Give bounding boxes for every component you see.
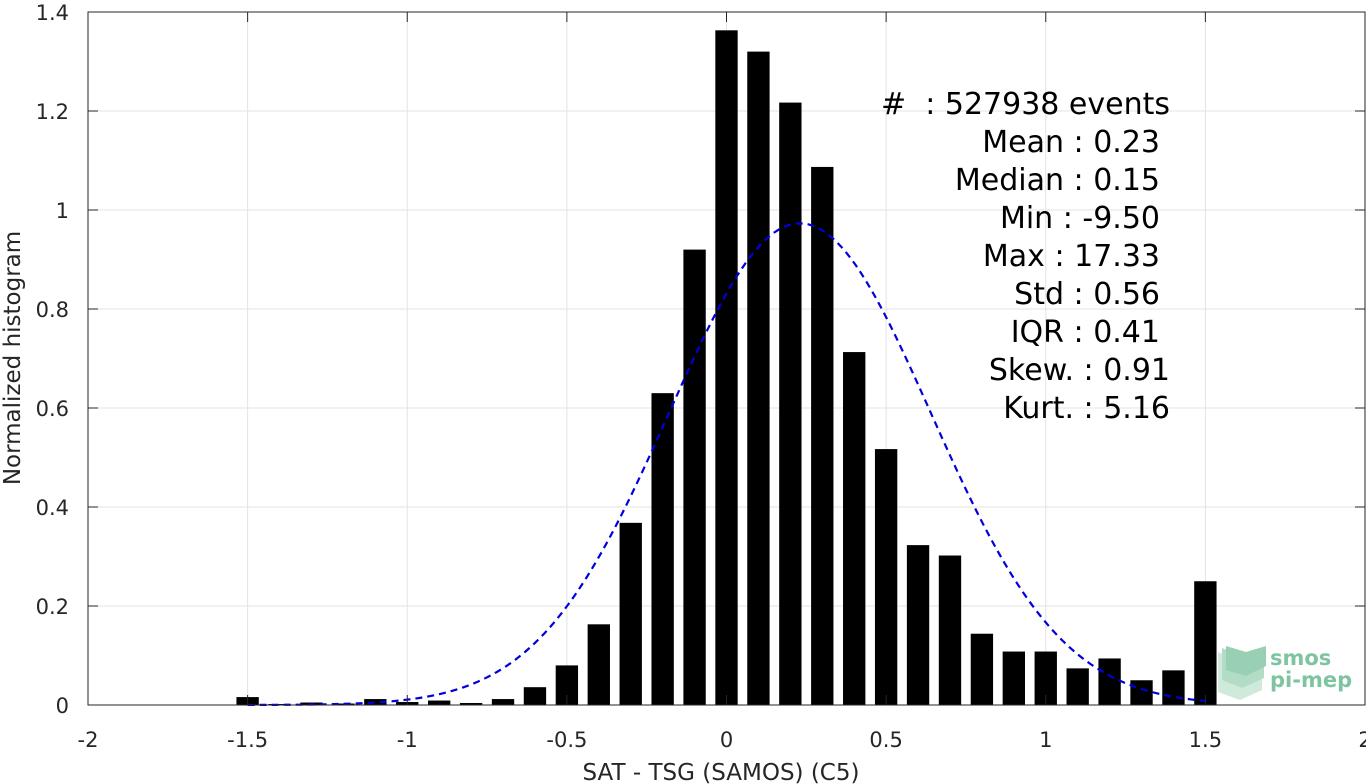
bar-29: [1162, 670, 1185, 705]
bar-13: [651, 393, 674, 705]
x-tick-label-4: 0: [720, 728, 733, 752]
bar-11: [587, 624, 610, 705]
bar-16: [747, 51, 770, 706]
bar-6: [428, 700, 451, 705]
smos-pi-mep-logo: smos pi-mep: [1218, 646, 1352, 700]
logo-line2: pi-mep: [1270, 668, 1352, 692]
bar-8: [491, 699, 515, 705]
y-axis-label: Normalized histogram: [0, 231, 26, 485]
bar-19: [843, 352, 866, 705]
x-tick-label-8: 2: [1358, 728, 1366, 752]
bar-28: [1130, 680, 1153, 705]
bar-10: [555, 665, 579, 705]
bar-26: [1066, 668, 1089, 705]
stat-line-3: Min : -9.50: [1000, 201, 1160, 236]
axes-frame: [87, 11, 1366, 706]
bar-21: [906, 545, 930, 705]
bar-3: [332, 703, 355, 705]
y-tick-label-1: 0.2: [36, 595, 69, 619]
y-tick-label-7: 1.4: [36, 1, 69, 25]
bar-14: [683, 249, 706, 705]
y-tick-labels: 0 0.2 0.4 0.6 0.8 1 1.2 1.4: [36, 1, 69, 718]
x-tick-label-2: -1: [397, 728, 418, 752]
x-tick-labels: -2 -1.5 -1 -0.5 0 0.5 1 1.5 2: [78, 728, 1366, 752]
stat-line-5: Std : 0.56: [1014, 277, 1160, 312]
x-tick-label-7: 1.5: [1189, 728, 1222, 752]
logo-icon: [1218, 646, 1266, 700]
y-tick-label-0: 0: [56, 694, 69, 718]
x-tick-label-0: -2: [78, 728, 99, 752]
stat-line-0: # : 527938 events: [881, 87, 1170, 122]
bar-4: [364, 699, 387, 705]
bar-23: [970, 633, 994, 705]
x-tick-label-6: 1: [1039, 728, 1052, 752]
bar-22: [938, 555, 962, 705]
bars: [236, 30, 1217, 706]
stat-line-8: Kurt. : 5.16: [1003, 391, 1170, 426]
logo-line1: smos: [1270, 646, 1331, 670]
x-tick-label-3: -0.5: [546, 728, 587, 752]
x-tick-label-5: 0.5: [869, 728, 902, 752]
stat-line-6: IQR : 0.41: [1011, 315, 1160, 350]
bar-25: [1034, 651, 1057, 705]
bar-9: [523, 687, 547, 705]
stat-line-4: Max : 17.33: [983, 239, 1160, 274]
stat-line-2: Median : 0.15: [955, 163, 1160, 198]
stat-line-7: Skew. : 0.91: [989, 353, 1170, 388]
bar-17: [779, 102, 802, 705]
bar-30: [1194, 581, 1217, 705]
x-tick-label-1: -1.5: [227, 728, 268, 752]
y-tick-label-3: 0.6: [36, 397, 69, 421]
y-tick-label-2: 0.4: [36, 496, 69, 520]
bar-24: [1002, 651, 1025, 705]
x-axis-label: SAT - TSG (SAMOS) (C5): [583, 760, 860, 784]
bar-27: [1098, 658, 1121, 705]
bar-18: [811, 166, 834, 705]
y-tick-label-4: 0.8: [36, 298, 69, 322]
stat-line-1: Mean : 0.23: [982, 125, 1160, 160]
bar-15: [715, 30, 738, 705]
y-tick-label-5: 1: [56, 199, 69, 223]
bar-20: [874, 449, 898, 705]
bar-12: [619, 522, 642, 705]
bar-7: [459, 703, 483, 705]
y-tick-label-6: 1.2: [36, 100, 69, 124]
